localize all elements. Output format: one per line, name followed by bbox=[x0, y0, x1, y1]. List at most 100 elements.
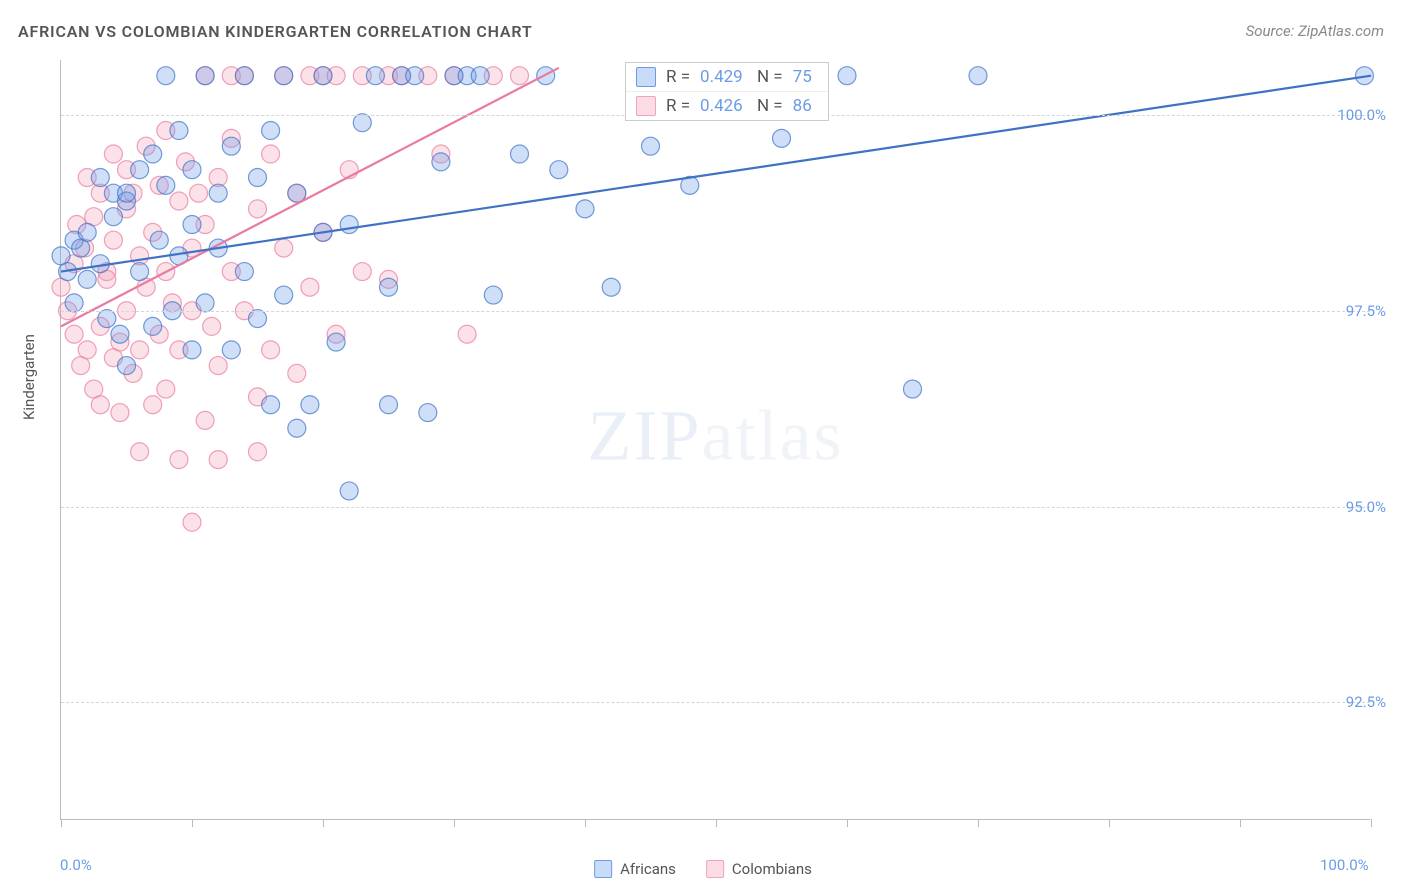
scatter-point bbox=[275, 67, 293, 85]
legend-item-africans: Africans bbox=[594, 860, 676, 878]
swatch-africans bbox=[636, 67, 656, 87]
scatter-point bbox=[249, 443, 267, 461]
scatter-point bbox=[327, 333, 345, 351]
scatter-point bbox=[301, 396, 319, 414]
scatter-point bbox=[131, 161, 149, 179]
scatter-point bbox=[353, 263, 371, 281]
scatter-point bbox=[98, 310, 116, 328]
x-tick bbox=[323, 819, 324, 827]
scatter-point bbox=[91, 396, 109, 414]
scatter-point bbox=[301, 278, 319, 296]
gridline-h bbox=[61, 702, 1370, 703]
scatter-point bbox=[118, 184, 136, 202]
scatter-point bbox=[642, 137, 660, 155]
scatter-point bbox=[235, 263, 253, 281]
scatter-point bbox=[183, 161, 201, 179]
scatter-point bbox=[196, 411, 214, 429]
stats-legend-box: R = 0.429 N = 75 R = 0.426 N = 86 bbox=[625, 62, 829, 121]
scatter-point bbox=[471, 67, 489, 85]
scatter-point bbox=[275, 239, 293, 257]
scatter-point bbox=[144, 145, 162, 163]
y-tick-label: 95.0% bbox=[1346, 498, 1386, 516]
scatter-point bbox=[104, 208, 122, 226]
scatter-point bbox=[209, 357, 227, 375]
scatter-point bbox=[183, 216, 201, 234]
scatter-point bbox=[406, 67, 424, 85]
legend-label-africans: Africans bbox=[620, 860, 676, 878]
x-tick bbox=[1371, 819, 1372, 827]
x-tick-label: 100.0% bbox=[1320, 856, 1369, 874]
scatter-point bbox=[511, 67, 529, 85]
scatter-point bbox=[222, 341, 240, 359]
scatter-point bbox=[118, 357, 136, 375]
stat-n-colombians: 86 bbox=[793, 96, 812, 116]
scatter-point bbox=[484, 286, 502, 304]
y-axis-label: Kindergarten bbox=[20, 334, 38, 420]
chart-svg bbox=[61, 60, 1370, 819]
y-tick-label: 97.5% bbox=[1346, 302, 1386, 320]
legend-swatch-colombians bbox=[706, 860, 724, 878]
x-tick bbox=[1240, 819, 1241, 827]
scatter-point bbox=[170, 192, 188, 210]
scatter-point bbox=[78, 341, 96, 359]
gridline-h bbox=[61, 311, 1370, 312]
scatter-point bbox=[196, 294, 214, 312]
scatter-point bbox=[131, 443, 149, 461]
x-tick-label: 0.0% bbox=[60, 856, 92, 874]
stat-label-n: N = bbox=[753, 96, 783, 116]
scatter-point bbox=[111, 404, 129, 422]
scatter-point bbox=[196, 67, 214, 85]
scatter-point bbox=[209, 184, 227, 202]
stat-r-colombians: 0.426 bbox=[700, 96, 743, 116]
scatter-point bbox=[262, 122, 280, 140]
scatter-point bbox=[576, 200, 594, 218]
scatter-point bbox=[353, 114, 371, 132]
scatter-point bbox=[131, 341, 149, 359]
scatter-point bbox=[288, 364, 306, 382]
x-tick bbox=[61, 819, 62, 827]
scatter-point bbox=[65, 325, 83, 343]
scatter-point bbox=[157, 67, 175, 85]
scatter-point bbox=[209, 451, 227, 469]
scatter-point bbox=[838, 67, 856, 85]
stat-label-r: R = bbox=[666, 96, 690, 116]
y-tick-label: 92.5% bbox=[1346, 693, 1386, 711]
x-tick bbox=[585, 819, 586, 827]
scatter-point bbox=[170, 451, 188, 469]
scatter-point bbox=[249, 310, 267, 328]
scatter-point bbox=[150, 231, 168, 249]
scatter-point bbox=[458, 325, 476, 343]
scatter-point bbox=[969, 67, 987, 85]
legend-label-colombians: Colombians bbox=[732, 860, 812, 878]
scatter-point bbox=[550, 161, 568, 179]
stat-n-africans: 75 bbox=[793, 67, 812, 87]
source-attribution: Source: ZipAtlas.com bbox=[1246, 22, 1384, 40]
scatter-point bbox=[157, 380, 175, 398]
scatter-point bbox=[773, 129, 791, 147]
scatter-point bbox=[262, 145, 280, 163]
scatter-point bbox=[157, 176, 175, 194]
scatter-point bbox=[249, 200, 267, 218]
scatter-point bbox=[104, 145, 122, 163]
stats-row-africans: R = 0.429 N = 75 bbox=[626, 63, 828, 91]
scatter-point bbox=[78, 270, 96, 288]
scatter-point bbox=[183, 513, 201, 531]
plot-area: ZIPatlas bbox=[60, 60, 1370, 820]
scatter-point bbox=[314, 67, 332, 85]
x-tick bbox=[847, 819, 848, 827]
stat-label-n: N = bbox=[753, 67, 783, 87]
scatter-point bbox=[511, 145, 529, 163]
scatter-point bbox=[904, 380, 922, 398]
scatter-point bbox=[602, 278, 620, 296]
x-tick bbox=[1109, 819, 1110, 827]
scatter-point bbox=[262, 341, 280, 359]
scatter-point bbox=[222, 137, 240, 155]
scatter-point bbox=[144, 396, 162, 414]
scatter-point bbox=[144, 317, 162, 335]
scatter-point bbox=[170, 122, 188, 140]
scatter-point bbox=[288, 419, 306, 437]
legend-bottom: Africans Colombians bbox=[594, 860, 812, 878]
scatter-point bbox=[380, 278, 398, 296]
x-tick bbox=[192, 819, 193, 827]
x-tick bbox=[978, 819, 979, 827]
